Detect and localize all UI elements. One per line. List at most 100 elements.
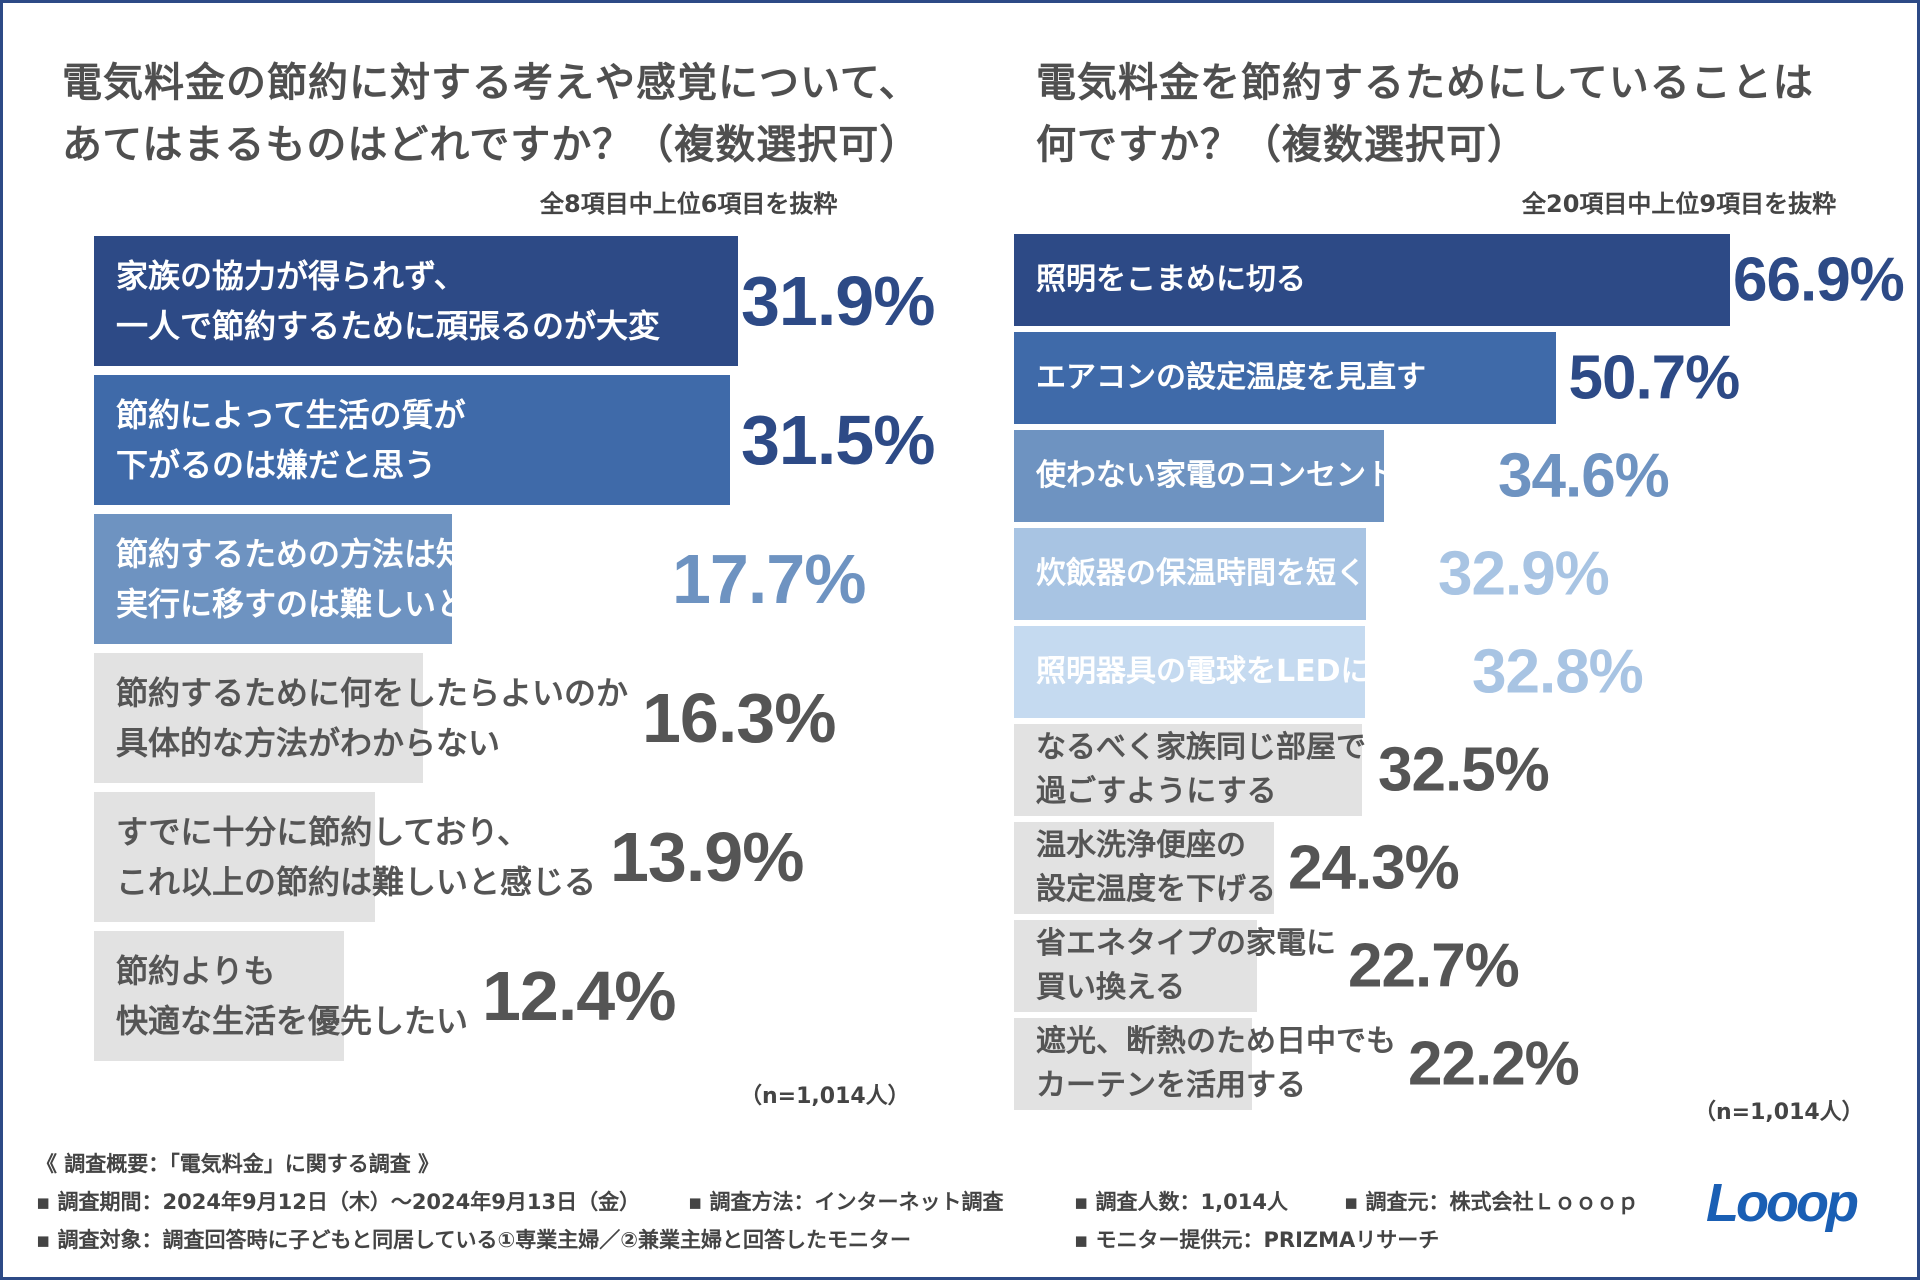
bar-category-line: すでに十分に節約しており、: [116, 813, 530, 851]
survey-heading: 《 調査概要：「電気料金」に関する調査 》: [36, 1152, 440, 1176]
bar-row: 節約するために何をしたらよいのか 具体的な方法がわからない 16.3%: [94, 653, 934, 783]
bar-category-line: 一人で節約するために頑張るのが大変: [116, 307, 661, 345]
bar: [1014, 430, 1385, 522]
bar-category-label: 節約するために何をしたらよいのか 具体的な方法がわからない: [116, 668, 628, 768]
bar-category-line: 省エネタイプの家電に: [1036, 926, 1336, 961]
bar-category-line: カーテンを活用する: [1036, 1068, 1306, 1103]
bar-value-label: 32.5%: [1378, 735, 1550, 805]
left-chart-title: 電気料金の節約に対する考えや感覚について、 あてはまるものはどれですか？（複数選…: [62, 52, 920, 176]
bar-category-line: 快適な生活を優先したい: [116, 1002, 469, 1040]
bar-value-label: 22.7%: [1348, 931, 1520, 1001]
bar: [94, 653, 424, 783]
bar-value-label: 31.5%: [741, 401, 935, 479]
survey-method: ▪ 調査方法：インターネット調査: [688, 1190, 1004, 1214]
bar-row: 温水洗浄便座の 設定温度を下げる 24.3%: [1014, 822, 1904, 914]
bar-category-line: 下がるのは嫌だと思う: [116, 446, 437, 484]
bar: [1014, 528, 1367, 620]
bar-category-line: 具体的な方法がわからない: [116, 724, 501, 762]
bar-row: すでに十分に節約しており、 これ以上の節約は難しいと感じる 13.9%: [94, 792, 934, 922]
bar-category-line: 遮光、断熱のため日中でも: [1036, 1024, 1396, 1059]
survey-count: ▪ 調査人数：1,014人: [1074, 1190, 1288, 1214]
bar-row: 遮光、断熱のため日中でも カーテンを活用する 22.2%: [1014, 1018, 1904, 1110]
bar-row: 照明器具の電球をLEDに変える 32.8%: [1014, 626, 1904, 718]
bar-row: 家族の協力が得られず、一人で節約するために頑張るのが大変 31.9%: [94, 236, 935, 366]
bar: [1014, 822, 1274, 914]
bar-category-label: 遮光、断熱のため日中でも カーテンを活用する: [1036, 1020, 1396, 1108]
right-sample-size: （n=1,014人）: [1694, 1100, 1864, 1125]
bar-category-label: 省エネタイプの家電に 買い換える: [1036, 922, 1336, 1010]
bar: [94, 931, 345, 1061]
bar-row: なるべく家族同じ部屋で 過ごすようにする 32.5%: [1014, 724, 1904, 816]
bar-category-line: 実行に移すのは難しいと思う: [116, 585, 533, 623]
bar-category-line: 照明器具の電球をLEDに変える: [1036, 654, 1460, 689]
survey-source: ▪ 調査元：株式会社Ｌｏｏｏｐ: [1344, 1190, 1639, 1214]
bar: [94, 514, 452, 644]
right-title-line2: 何ですか？（複数選択可）: [1036, 122, 1528, 168]
bar-category-label: 節約によって生活の質が 下がるのは嫌だと思う: [116, 390, 465, 490]
bar-value-label: 32.9%: [1438, 539, 1610, 609]
bar-category-line: 節約するために何をしたらよいのか: [116, 674, 629, 712]
bar-row: 使わない家電のコンセントを抜く 34.6%: [1014, 430, 1904, 522]
bar-category-line: 節約によって生活の質が: [116, 396, 466, 434]
bar-category-line: 過ごすようにする: [1036, 774, 1277, 809]
right-title-line1: 電気料金を節約するためにしていることは: [1036, 60, 1814, 106]
bar-row: 照明をこまめに切る 66.9%: [1014, 234, 1905, 326]
bar-row: 節約よりも 快適な生活を優先したい 12.4%: [94, 931, 934, 1061]
bar-row: 省エネタイプの家電に 買い換える 22.7%: [1014, 920, 1904, 1012]
bar-value-label: 17.7%: [672, 540, 866, 618]
bar-category-line: 温水洗浄便座の: [1036, 828, 1246, 863]
bar-value-label: 34.6%: [1498, 441, 1670, 511]
bar-category-label: なるべく家族同じ部屋で 過ごすようにする: [1036, 726, 1366, 814]
bar-category-line: なるべく家族同じ部屋で: [1036, 730, 1366, 765]
left-title-line1: 電気料金の節約に対する考えや感覚について、: [62, 60, 920, 106]
bar-category-line: 節約よりも: [116, 952, 276, 990]
bar-value-label: 31.9%: [741, 262, 935, 340]
bar-value-label: 32.8%: [1472, 637, 1644, 707]
right-subnote: 全20項目中上位9項目を抜粋: [1522, 190, 1837, 218]
bar-category-line: 設定温度を下げる: [1036, 872, 1276, 907]
bar-category-line: 家族の協力が得られず、: [116, 257, 466, 295]
bar: [1014, 920, 1257, 1012]
bar-category-line: 炊飯器の保温時間を短くする: [1036, 556, 1426, 591]
bar-value-label: 16.3%: [642, 679, 836, 757]
bar-value-label: 50.7%: [1568, 343, 1740, 413]
bar: [1014, 332, 1557, 424]
bar-category-line: これ以上の節約は難しいと感じる: [116, 863, 597, 901]
bar-category-label: 節約よりも快適な生活を優先したい: [116, 946, 468, 1046]
survey-period: ▪ 調査期間：2024年9月12日（木）～2024年9月13日（金）: [36, 1190, 641, 1214]
bar-category-label: すでに十分に節約しており、これ以上の節約は難しいと感じる: [116, 807, 596, 907]
bar-row: エアコンの設定温度を見直す 50.7%: [1014, 332, 1904, 424]
bar: [1014, 1018, 1252, 1110]
bar-category-label: 家族の協力が得られず、一人で節約するために頑張るのが大変: [116, 251, 660, 351]
bar-category-line: 照明をこまめに切る: [1036, 262, 1306, 297]
bar: [1014, 234, 1730, 326]
bar: [94, 236, 739, 366]
left-sample-size: （n=1,014人）: [740, 1084, 910, 1109]
right-chart-title: 電気料金を節約するためにしていることは 何ですか？（複数選択可）: [1036, 52, 1814, 176]
bar-category-line: 使わない家電のコンセントを抜く: [1036, 458, 1486, 493]
left-title-line2: あてはまるものはどれですか？（複数選択可）: [62, 122, 921, 168]
right-bar-chart: 照明をこまめに切る 66.9% エアコンの設定温度を見直す 50.7% 使わない家電のコ…: [1014, 234, 1905, 1110]
bar-value-label: 66.9%: [1733, 245, 1905, 315]
bar-category-label: 照明をこまめに切る: [1036, 258, 1306, 302]
bar-category-label: 温水洗浄便座の 設定温度を下げる: [1036, 824, 1276, 912]
bar: [1014, 626, 1365, 718]
bar-category-label: 節約するための方法は知っているが、 実行に移すのは難しいと思う: [116, 529, 658, 629]
bar-category-label: 炊飯器の保温時間を短くする: [1036, 552, 1426, 596]
bar-category-line: 買い換える: [1036, 970, 1186, 1005]
survey-provider: ▪ モニター提供元：PRIZMAリサーチ: [1074, 1228, 1440, 1252]
looop-logo: Looop: [1706, 1173, 1859, 1233]
bar-value-label: 22.2%: [1408, 1029, 1580, 1099]
bar-category-label: エアコンの設定温度を見直す: [1036, 356, 1426, 400]
bar: [94, 375, 731, 505]
bar-category-line: 節約するための方法は知っているが、: [116, 535, 658, 573]
bar-row: 炊飯器の保温時間を短くする 32.9%: [1014, 528, 1904, 620]
bar-category-label: 使わない家電のコンセントを抜く: [1036, 454, 1486, 498]
survey-target: ▪ 調査対象：調査回答時に子どもと同居している①専業主婦／②兼業主婦と回答したモ…: [36, 1228, 912, 1252]
bar-row: 節約によって生活の質が 下がるのは嫌だと思う 31.5%: [94, 375, 935, 505]
left-bar-chart: 家族の協力が得られず、一人で節約するために頑張るのが大変 31.9% 節約によって生…: [94, 236, 935, 1061]
bar-value-label: 24.3%: [1288, 833, 1460, 903]
bar-value-label: 13.9%: [610, 818, 804, 896]
bar-category-label: 照明器具の電球をLEDに変える: [1036, 650, 1460, 694]
